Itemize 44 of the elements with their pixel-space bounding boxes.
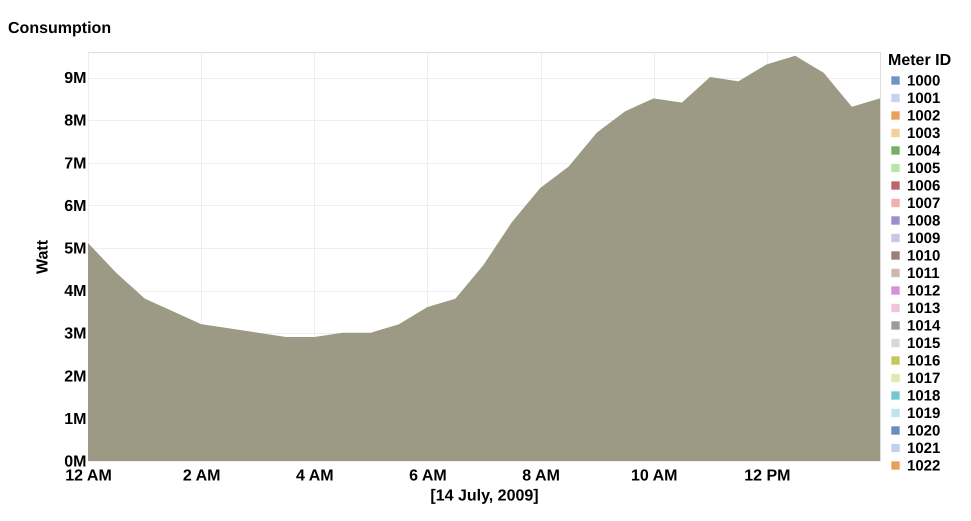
legend-label: 1016 [907,352,940,370]
legend-label: 1011 [907,265,940,282]
legend-label: 1000 [907,72,940,90]
legend-label: 1007 [907,195,940,212]
legend-label: 1020 [907,422,940,440]
x-tick-label: 4 AM [296,468,334,484]
y-axis-title: Watt [34,239,52,274]
legend-label: 1009 [907,230,940,247]
legend-label: 1021 [907,440,940,457]
y-tick-label: 3M [64,326,86,343]
legend-label: 1022 [907,458,940,474]
y-tick-label: 8M [64,112,86,130]
legend-label: 1004 [907,142,942,160]
legend-label: 1008 [907,212,940,230]
x-tick-label: 10 AM [630,468,678,484]
y-tick-label: 6M [64,198,86,215]
legend-label: 1010 [907,248,940,264]
legend-label: 1003 [907,125,940,142]
y-tick-label: 0M [64,454,86,470]
legend-label: 1005 [907,160,940,177]
legend-label: 1014 [907,318,942,334]
x-tick-label: 8 AM [522,468,560,484]
legend-label: 1006 [907,178,940,194]
legend-title: Meter ID [888,52,952,69]
x-tick-label: 12 AM [65,468,112,484]
y-tick-label: 5M [64,240,86,258]
x-tick-label: 12 PM [744,468,790,484]
legend-label: 1015 [907,335,940,352]
chart-title: Consumption [8,20,112,37]
legend-label: 1018 [907,388,940,404]
legend-label: 1002 [907,108,940,124]
y-tick-label: 1M [64,410,86,428]
legend-label: 1019 [907,405,940,422]
x-tick-label: 6 AM [409,468,447,484]
legend-label: 1013 [907,300,940,317]
x-axis-title: [14 July, 2009] [430,488,539,504]
legend-label: 1012 [907,282,940,300]
x-tick-label: 2 AM [182,468,220,484]
y-tick-label: 2M [64,368,86,386]
y-tick-label: 7M [64,155,86,172]
y-tick-label: 9M [64,70,86,88]
y-tick-label: 4M [64,283,86,300]
legend-label: 1001 [907,90,940,107]
legend-label: 1017 [907,370,940,387]
